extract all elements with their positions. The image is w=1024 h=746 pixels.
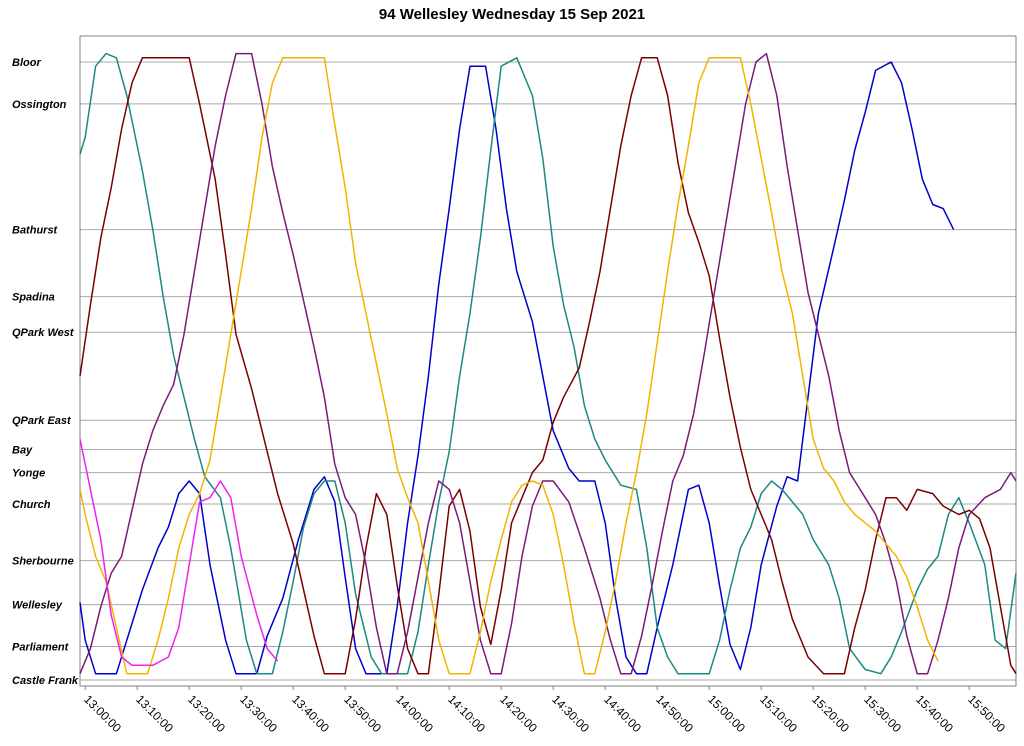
gridlines (80, 61, 1016, 681)
stop-label-church: Church (12, 499, 51, 511)
series-group (79, 52, 1017, 675)
x-tick-label: 14:40:00 (601, 692, 644, 735)
x-tick-label: 13:00:00 (81, 692, 124, 735)
chart-title: 94 Wellesley Wednesday 15 Sep 2021 (378, 6, 646, 23)
stop-labels: Bloor Ossington Bathurst Spadina QPark West Q… (12, 57, 79, 687)
stop-label-ossington: Ossington (12, 99, 67, 111)
stop-label-bathurst: Bathurst (12, 225, 59, 237)
x-tick-label: 15:40:00 (913, 692, 956, 735)
x-tick-label: 14:10:00 (445, 692, 488, 735)
x-tick-label: 14:50:00 (653, 692, 696, 735)
x-tick-label: 13:10:00 (133, 692, 176, 735)
x-tick-label: 13:50:00 (341, 692, 384, 735)
stop-label-qpark-west: QPark West (12, 327, 75, 339)
x-tick-label: 15:30:00 (861, 692, 904, 735)
x-tick-label: 15:20:00 (809, 692, 852, 735)
x-tick-label: 15:00:00 (705, 692, 748, 735)
series-line-3 (79, 52, 1017, 675)
stop-label-wellesley: Wellesley (12, 600, 63, 612)
time-tick-labels: 13:00:00 13:10:00 13:20:00 13:30:00 13:40:00… (81, 686, 1008, 735)
stop-label-sherbourne: Sherbourne (12, 556, 74, 568)
x-tick-label: 13:30:00 (237, 692, 280, 735)
x-tick-label: 14:00:00 (393, 692, 436, 735)
series-line-5 (79, 438, 279, 667)
series-line-0 (79, 61, 955, 675)
stop-label-castle-frank: Castle Frank (12, 675, 79, 687)
x-tick-label: 13:40:00 (289, 692, 332, 735)
x-tick-label: 15:10:00 (757, 692, 800, 735)
stop-label-qpark-east: QPark East (12, 415, 72, 427)
stop-label-bay: Bay (12, 445, 33, 457)
stop-label-yonge: Yonge (12, 468, 45, 480)
series-line-2 (79, 57, 1017, 675)
plot-frame (79, 35, 1017, 687)
stop-label-parliament: Parliament (12, 641, 70, 653)
series-line-1 (79, 52, 1017, 675)
stop-label-spadina: Spadina (12, 292, 55, 304)
x-tick-label: 13:20:00 (185, 692, 228, 735)
series-line-4 (79, 57, 939, 675)
x-tick-label: 14:30:00 (549, 692, 592, 735)
stop-label-bloor: Bloor (12, 57, 41, 69)
x-tick-label: 15:50:00 (965, 692, 1008, 735)
x-tick-label: 14:20:00 (497, 692, 540, 735)
